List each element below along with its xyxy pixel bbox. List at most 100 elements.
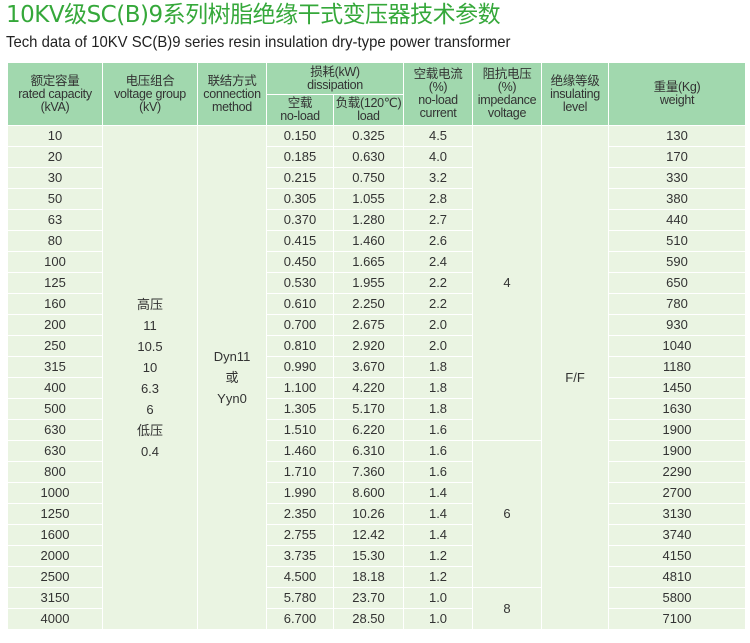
cell-capacity: 400 xyxy=(7,377,103,399)
cell-noload-loss: 0.810 xyxy=(266,335,334,357)
cell-weight: 3130 xyxy=(608,503,747,525)
cell-capacity: 315 xyxy=(7,356,103,378)
table-row: 160 0.610 2.250 2.2 780 xyxy=(7,293,747,315)
header-connection-method: 联结方式 connection method xyxy=(197,62,267,126)
header-line: voltage group xyxy=(114,86,186,101)
header-line: no-load xyxy=(418,93,458,107)
cell-load-loss: 0.750 xyxy=(332,167,405,189)
cell-voltage-group: 高压 11 10.5 10 6.3 6 低压 0.4 xyxy=(102,125,198,630)
cell-load-loss: 6.310 xyxy=(332,440,405,462)
cell-noload-loss: 0.305 xyxy=(266,188,334,210)
table-row: 630 1.510 6.220 1.6 1900 xyxy=(7,419,747,441)
cell-capacity: 500 xyxy=(7,398,103,420)
cell-line: 低压 xyxy=(136,422,163,438)
cell-noload-loss: 2.350 xyxy=(266,503,334,525)
cell-noload-current: 2.0 xyxy=(403,335,474,357)
cell-weight: 1630 xyxy=(608,398,747,420)
header-line: no-load xyxy=(280,109,320,123)
header-line: 重量(Kg) xyxy=(653,80,701,94)
table-row: 400 1.100 4.220 1.8 1450 xyxy=(7,377,747,399)
cell-capacity: 250 xyxy=(7,335,103,357)
cell-capacity: 160 xyxy=(7,293,103,315)
cell-load-loss: 4.220 xyxy=(332,377,405,399)
cell-noload-loss: 0.415 xyxy=(266,230,334,252)
cell-capacity: 630 xyxy=(7,419,103,441)
cell-noload-loss: 6.700 xyxy=(266,608,334,630)
header-load-loss: 负载(120℃) load xyxy=(332,94,405,126)
cell-weight: 780 xyxy=(608,293,747,315)
table-row: 100 0.450 1.665 2.4 590 xyxy=(7,251,747,273)
cell-capacity: 1250 xyxy=(7,503,103,525)
cell-noload-loss: 0.150 xyxy=(266,125,334,147)
header-voltage-group: 电压组合 voltage group (kV) xyxy=(102,62,198,126)
header-line: 额定容量 xyxy=(30,73,80,88)
cell-load-loss: 1.955 xyxy=(332,272,405,294)
cell-load-loss: 6.220 xyxy=(332,419,405,441)
cell-noload-current: 1.4 xyxy=(403,524,474,546)
cell-load-loss: 0.630 xyxy=(332,146,405,168)
cell-line: 11 xyxy=(143,317,157,333)
cell-impedance-voltage: 4 xyxy=(472,125,543,441)
cell-noload-current: 1.4 xyxy=(403,503,474,525)
cell-load-loss: 5.170 xyxy=(332,398,405,420)
cell-noload-current: 1.2 xyxy=(403,566,474,588)
header-capacity: 额定容量 rated capacity (kVA) xyxy=(7,62,103,126)
header-line: connection xyxy=(203,86,261,101)
header-line: 空载 xyxy=(287,96,313,110)
cell-noload-current: 1.8 xyxy=(403,356,474,378)
table-row: 630 1.460 6.310 1.6 6 1900 xyxy=(7,440,747,588)
cell-capacity: 1600 xyxy=(7,524,103,546)
cell-noload-current: 1.4 xyxy=(403,482,474,504)
cell-line: 0.4 xyxy=(140,443,160,459)
cell-load-loss: 1.280 xyxy=(332,209,405,231)
header-line: voltage xyxy=(487,106,527,120)
page-title: 10KV级SC(B)9系列树脂绝缘干式变压器技术参数 xyxy=(6,2,501,28)
table-row: 125 0.530 1.955 2.2 650 xyxy=(7,272,747,294)
cell-noload-current: 2.2 xyxy=(403,272,474,294)
cell-weight: 130 xyxy=(608,125,747,147)
cell-weight: 4150 xyxy=(608,545,747,567)
cell-noload-loss: 3.735 xyxy=(266,545,334,567)
cell-capacity: 630 xyxy=(7,440,103,462)
cell-noload-loss: 0.185 xyxy=(266,146,334,168)
cell-load-loss: 28.50 xyxy=(332,608,405,630)
cell-weight: 440 xyxy=(608,209,747,231)
tech-data-table: 额定容量 rated capacity (kVA) 电压组合 voltage grou… xyxy=(7,62,747,630)
table-row: 2500 4.500 18.18 1.2 4810 xyxy=(7,566,747,588)
cell-noload-loss: 1.100 xyxy=(266,377,334,399)
header-line: method xyxy=(212,99,252,114)
cell-noload-current: 2.6 xyxy=(403,230,474,252)
header-line: 联结方式 xyxy=(207,73,257,88)
cell-weight: 1900 xyxy=(608,440,747,462)
table-row: 315 0.990 3.670 1.8 1180 xyxy=(7,356,747,378)
header-line: weight xyxy=(659,93,695,107)
header-line: rated capacity xyxy=(18,86,92,101)
header-noload-loss: 空载 no-load xyxy=(266,94,334,126)
cell-noload-loss: 1.460 xyxy=(266,440,334,462)
header-insulating-level: 绝缘等级 insulating level xyxy=(541,62,610,126)
cell-noload-current: 1.0 xyxy=(403,587,474,609)
cell-noload-loss: 0.700 xyxy=(266,314,334,336)
cell-noload-loss: 0.530 xyxy=(266,272,334,294)
cell-noload-loss: 0.990 xyxy=(266,356,334,378)
cell-load-loss: 12.42 xyxy=(332,524,405,546)
cell-capacity: 200 xyxy=(7,314,103,336)
cell-load-loss: 23.70 xyxy=(332,587,405,609)
cell-load-loss: 2.250 xyxy=(332,293,405,315)
cell-weight: 1450 xyxy=(608,377,747,399)
cell-line: 6.3 xyxy=(140,380,160,396)
cell-load-loss: 2.920 xyxy=(332,335,405,357)
cell-capacity: 1000 xyxy=(7,482,103,504)
cell-noload-loss: 1.710 xyxy=(266,461,334,483)
cell-line: 10 xyxy=(142,359,158,375)
cell-capacity: 20 xyxy=(7,146,103,168)
header-line: level xyxy=(562,99,588,114)
table-row: 10 高压 11 10.5 10 6.3 6 低压 0.4 Dyn11 或 Yyn0 0.150 0.32… xyxy=(7,125,747,630)
cell-capacity: 100 xyxy=(7,251,103,273)
cell-capacity: 30 xyxy=(7,167,103,189)
cell-load-loss: 3.670 xyxy=(332,356,405,378)
cell-capacity: 125 xyxy=(7,272,103,294)
cell-noload-current: 1.0 xyxy=(403,608,474,630)
cell-weight: 7100 xyxy=(608,608,747,630)
cell-line: 10.5 xyxy=(137,338,163,354)
